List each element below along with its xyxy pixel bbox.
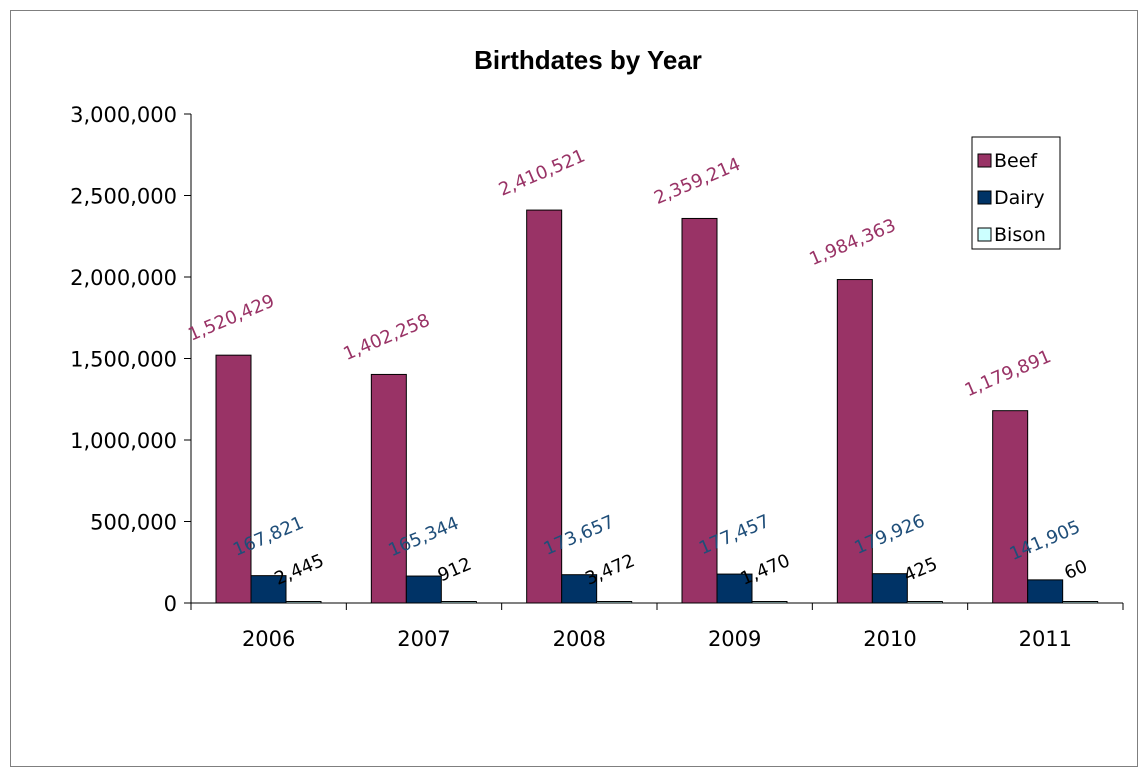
bar-bison: [1062, 601, 1099, 604]
bar-dairy: [561, 574, 598, 604]
bar-bison: [906, 601, 943, 604]
chart-title: Birthdates by Year: [474, 45, 702, 75]
data-label-beef: 1,402,258: [340, 310, 433, 365]
bar-dairy: [716, 573, 753, 604]
data-label-bison: 3,472: [582, 550, 638, 589]
legend-label-dairy: Dairy: [994, 187, 1045, 209]
y-tick-label: 2,000,000: [70, 266, 177, 290]
y-tick-label: 3,000,000: [70, 103, 177, 127]
bar-bison: [440, 601, 477, 604]
data-label-beef: 2,359,214: [651, 154, 744, 209]
bars: [215, 209, 1099, 604]
bar-dairy: [871, 573, 908, 604]
x-tick-label: 2010: [863, 627, 916, 651]
x-tick-label: 2008: [553, 627, 606, 651]
bar-beef: [836, 279, 873, 604]
y-tick-label: 0: [164, 592, 177, 616]
x-tick-label: 2011: [1019, 627, 1072, 651]
data-label-beef: 1,520,429: [185, 291, 278, 346]
legend-swatch-dairy: [977, 190, 992, 205]
y-axis: 0 500,000 1,000,000 1,500,000 2,000,000 2,500…: [70, 103, 192, 616]
legend: Beef Dairy Bison: [971, 136, 1061, 250]
chart-frame: Birthdates by Year 0 500,000 1,000,000 1,50…: [10, 10, 1138, 767]
y-tick-label: 1,500,000: [70, 348, 177, 372]
bar-beef: [992, 410, 1029, 604]
data-label-beef: 2,410,521: [496, 145, 589, 200]
bar-beef: [215, 354, 252, 604]
bar-dairy: [405, 575, 442, 604]
legend-swatch-beef: [977, 153, 992, 168]
bar-beef: [370, 373, 407, 604]
bar-chart: Birthdates by Year 0 500,000 1,000,000 1,50…: [70, 45, 1124, 651]
y-tick-label: 2,500,000: [70, 185, 177, 209]
y-tick-label: 500,000: [90, 511, 177, 535]
legend-swatch-bison: [977, 227, 992, 242]
bar-bison: [596, 601, 633, 604]
data-labels: 1,520,429167,8212,4451,402,258165,344912…: [185, 145, 1091, 589]
bar-beef: [526, 209, 563, 604]
x-tick-label: 2006: [242, 627, 295, 651]
bar-bison: [285, 601, 322, 604]
data-label-bison: 912: [435, 554, 475, 587]
bar-bison: [751, 601, 788, 604]
bar-beef: [681, 217, 718, 604]
y-tick-label: 1,000,000: [70, 429, 177, 453]
data-label-bison: 2,445: [272, 550, 328, 589]
data-label-bison: 425: [901, 554, 941, 587]
data-label-beef: 1,984,363: [806, 215, 899, 270]
data-label-bison: 1,470: [738, 550, 794, 589]
x-tick-label: 2007: [397, 627, 450, 651]
data-label-bison: 60: [1061, 556, 1090, 584]
x-axis: 2006 2007 2008 2009 2010 2011: [190, 602, 1124, 651]
bar-dairy: [1027, 579, 1064, 604]
x-tick-label: 2009: [708, 627, 761, 651]
data-label-beef: 1,179,891: [962, 346, 1055, 401]
legend-label-bison: Bison: [994, 224, 1046, 246]
legend-label-beef: Beef: [994, 150, 1038, 172]
bar-dairy: [250, 575, 287, 604]
